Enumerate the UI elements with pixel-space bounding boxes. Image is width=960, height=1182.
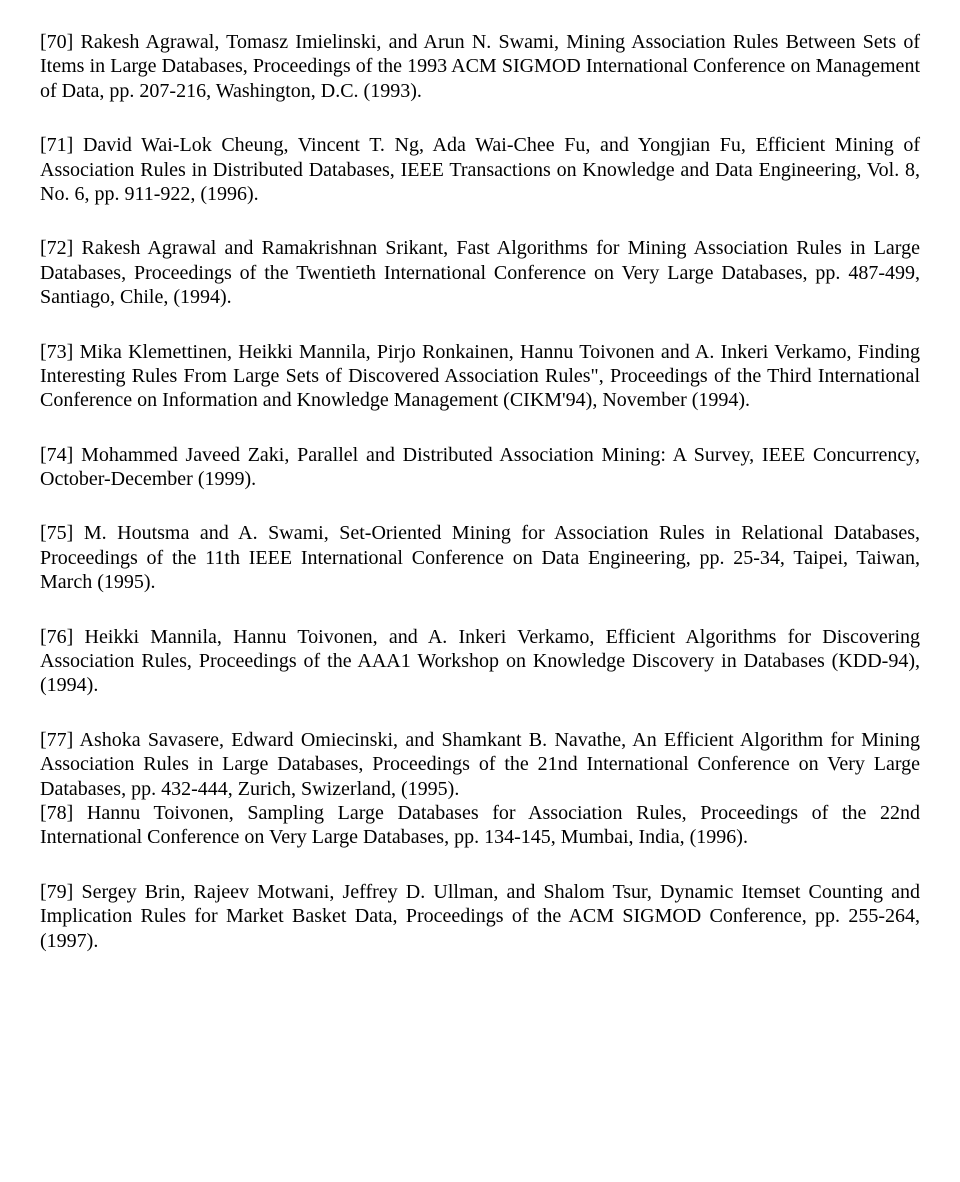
reference-70: [70] Rakesh Agrawal, Tomasz Imielinski, …: [40, 30, 920, 103]
reference-74: [74] Mohammed Javeed Zaki, Parallel and …: [40, 443, 920, 492]
reference-71: [71] David Wai-Lok Cheung, Vincent T. Ng…: [40, 133, 920, 206]
reference-73: [73] Mika Klemettinen, Heikki Mannila, P…: [40, 340, 920, 413]
reference-77: [77] Ashoka Savasere, Edward Omiecinski,…: [40, 728, 920, 801]
reference-76: [76] Heikki Mannila, Hannu Toivonen, and…: [40, 625, 920, 698]
reference-75: [75] M. Houtsma and A. Swami, Set-Orient…: [40, 521, 920, 594]
reference-78: [78] Hannu Toivonen, Sampling Large Data…: [40, 801, 920, 850]
reference-72: [72] Rakesh Agrawal and Ramakrishnan Sri…: [40, 236, 920, 309]
reference-79: [79] Sergey Brin, Rajeev Motwani, Jeffre…: [40, 880, 920, 953]
